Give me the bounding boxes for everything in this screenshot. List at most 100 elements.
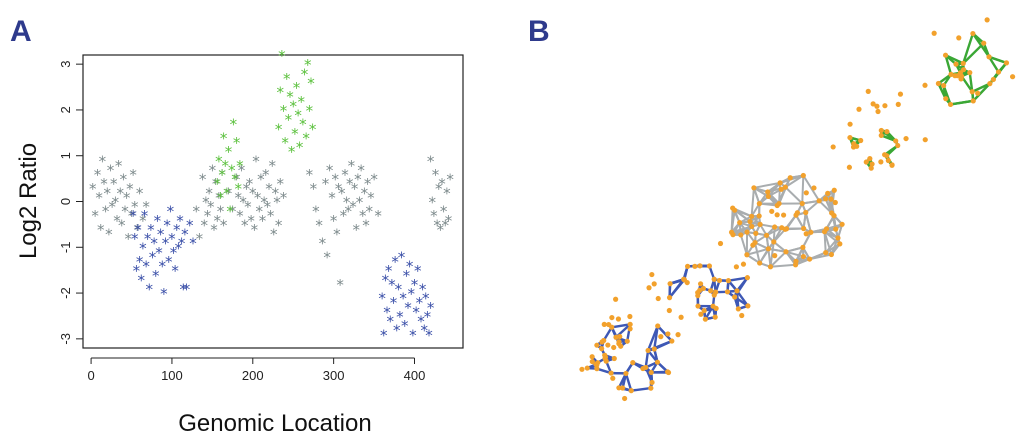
network-node [716,277,723,284]
network-node [863,159,869,165]
data-point-gray: * [196,230,204,248]
network-node [800,244,806,250]
data-point-gray: * [322,175,330,193]
network-node [922,137,928,143]
network-node [772,253,778,259]
data-point-gray: * [437,221,445,239]
data-point-gray: * [328,189,336,207]
data-point-gray: * [357,161,365,179]
data-point-blue: * [416,294,424,312]
network-node [734,288,740,294]
network-edge-green [944,53,965,65]
network-node [710,303,716,309]
data-point-gray: * [367,189,375,207]
data-point-blue: * [149,248,157,266]
network-node [823,226,830,232]
network-edge-blue [656,324,674,343]
network-edge-gray [767,247,787,253]
data-point-blue: * [189,235,197,253]
x-tick-label: 400 [404,368,426,383]
network-node [808,229,814,235]
network-node [630,360,636,366]
network-edge-blue [610,326,621,343]
data-point-blue: * [390,294,398,312]
data-point-green: * [231,171,239,189]
network-node [884,129,890,135]
data-point-gray: * [277,175,285,193]
data-point-green: * [277,84,285,102]
data-point-blue: * [378,290,386,308]
data-point-blue: * [142,258,150,276]
data-point-gray: * [332,171,340,189]
data-point-gray: * [89,180,97,198]
network-node [956,35,962,41]
network-node [584,365,590,371]
data-point-gray: * [333,226,341,244]
data-point-gray: * [201,216,209,234]
network-edge-gray [769,240,775,268]
data-point-gray: * [429,194,437,212]
data-points: ****************************** **********… [89,47,454,344]
data-point-gray: * [264,198,272,216]
data-point-green: * [223,184,231,202]
data-point-green: * [285,111,293,129]
panel-b-network-graph [579,17,1016,402]
network-edge-green [962,32,975,65]
network-node [725,278,731,284]
data-point-gray: * [204,207,212,225]
network-node [987,81,993,87]
network-edge-gray [778,186,787,205]
data-point-gray: * [233,171,241,189]
data-point-blue: * [427,299,435,317]
data-point-gray: * [225,184,233,202]
data-point-gray: * [213,212,221,230]
network-node [897,91,904,97]
data-point-gray: * [260,194,268,212]
network-node [649,379,655,386]
network-node [757,221,763,227]
network-node [801,225,807,232]
data-point-green: * [281,134,289,152]
data-point-gray: * [306,166,314,184]
network-node [772,224,778,230]
data-point-blue: * [385,262,393,280]
data-point-gray: * [330,212,338,230]
data-point-gray: * [107,161,115,179]
network-node [774,212,780,218]
data-point-green: * [217,189,225,207]
network-node [648,369,654,376]
network-edge-gray [752,181,782,189]
x-tick-label: 200 [242,368,264,383]
network-node [803,190,809,196]
data-point-blue: * [163,216,171,234]
data-point-gray: * [110,175,118,193]
network-node [616,385,622,391]
data-point-blue: * [155,244,163,262]
data-point-gray: * [95,189,103,207]
data-point-green: * [289,97,297,115]
y-tick-label: 3 [58,61,73,68]
data-point-green: * [233,134,241,152]
network-node [839,221,845,227]
network-node [811,185,817,191]
data-point-gray: * [273,194,281,212]
network-node [744,275,751,281]
data-point-gray: * [215,189,223,207]
network-node [594,342,600,348]
data-point-blue: * [157,226,165,244]
data-point-gray: * [361,184,369,202]
data-point-gray: * [270,226,278,244]
data-point-gray: * [275,216,283,234]
network-edge-gray [758,247,770,265]
network-node [655,295,661,302]
network-node [665,369,672,376]
network-node [648,385,654,391]
data-point-green: * [306,102,314,120]
network-edge-green [962,41,985,65]
network-edge-green [968,71,974,93]
network-node [684,279,690,286]
network-node [610,375,616,381]
network-node [803,209,809,216]
data-point-gray: * [115,157,123,175]
